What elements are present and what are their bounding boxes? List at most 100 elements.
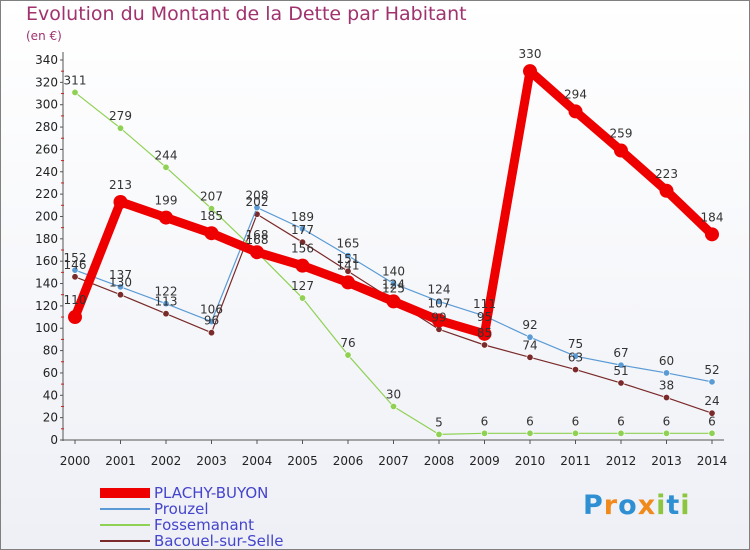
y-tick-label: 40 <box>43 388 58 402</box>
data-label: 140 <box>382 265 405 279</box>
logo-letter: i <box>656 490 667 521</box>
x-tick-label: 2000 <box>60 454 91 468</box>
data-point <box>204 226 219 241</box>
data-point <box>432 313 446 328</box>
data-point <box>162 310 170 318</box>
data-point <box>480 429 488 437</box>
data-label: 151 <box>337 252 360 266</box>
x-tick-label: 2002 <box>151 454 182 468</box>
data-label: 259 <box>610 127 633 141</box>
data-point <box>571 429 579 437</box>
y-tick-label: 120 <box>35 299 58 313</box>
data-point <box>253 204 261 212</box>
data-point <box>117 283 125 291</box>
logo-letter: P <box>583 490 604 521</box>
data-label: 51 <box>613 364 628 378</box>
data-point <box>662 369 670 377</box>
y-tick-label: 200 <box>35 209 58 223</box>
data-label: 107 <box>428 296 451 310</box>
data-point <box>435 430 443 438</box>
data-label: 125 <box>382 281 405 295</box>
data-label: 95 <box>477 310 492 324</box>
y-tick-label: 0 <box>50 433 58 447</box>
data-label: 6 <box>572 414 580 428</box>
data-point <box>341 275 355 290</box>
data-point <box>344 267 352 275</box>
data-label: 113 <box>155 295 178 309</box>
x-tick-label: 2003 <box>196 454 227 468</box>
data-point <box>208 205 216 213</box>
data-label: 60 <box>659 354 674 368</box>
data-label: 141 <box>337 258 360 272</box>
data-label: 6 <box>663 414 671 428</box>
logo-letter: x <box>637 490 657 521</box>
x-tick-label: 2001 <box>105 454 136 468</box>
data-point <box>344 351 352 359</box>
data-label: 223 <box>655 167 678 181</box>
data-point <box>477 326 492 341</box>
legend-label: Bacouel-sur-Selle <box>154 532 283 550</box>
data-label: 127 <box>291 279 314 293</box>
data-point <box>480 341 488 349</box>
data-label: 146 <box>64 258 87 272</box>
data-label: 311 <box>64 73 87 87</box>
x-tick-label: 2014 <box>697 454 728 468</box>
series-fossemanant <box>71 88 716 438</box>
data-label: 74 <box>522 338 537 352</box>
x-tick-label: 2009 <box>469 454 500 468</box>
data-label: 294 <box>564 87 587 101</box>
data-label: 111 <box>473 297 496 311</box>
data-label: 6 <box>617 414 625 428</box>
y-tick-label: 300 <box>35 98 58 112</box>
y-tick-label: 20 <box>43 411 58 425</box>
data-point <box>659 183 674 198</box>
data-point <box>571 366 579 374</box>
x-tick-label: 2012 <box>606 454 637 468</box>
logo-letter: i <box>680 490 691 521</box>
data-label: 110 <box>64 293 87 307</box>
data-label: 130 <box>109 276 132 290</box>
y-tick-label: 140 <box>35 277 58 291</box>
data-point <box>617 361 625 369</box>
legend-label: Fossemanant <box>154 516 254 534</box>
x-tick-label: 2010 <box>515 454 546 468</box>
y-tick-label: 320 <box>35 75 58 89</box>
x-tick-label: 2011 <box>560 454 591 468</box>
data-point <box>705 227 719 242</box>
x-tick-label: 2006 <box>333 454 364 468</box>
x-tick-label: 2008 <box>424 454 455 468</box>
data-label: 24 <box>704 394 719 408</box>
series-bacouel-sur-selle <box>71 210 716 417</box>
data-label: 63 <box>568 351 583 365</box>
data-label: 184 <box>701 210 724 224</box>
data-point <box>117 124 125 132</box>
data-point <box>250 245 264 260</box>
data-label: 122 <box>155 285 178 299</box>
y-tick-label: 80 <box>43 344 58 358</box>
data-label: 208 <box>246 189 269 203</box>
chart-unit-label: (en €) <box>26 29 62 43</box>
data-label: 5 <box>435 415 443 429</box>
data-label: 213 <box>109 178 132 192</box>
logo-letter: o <box>618 490 638 521</box>
data-label: 189 <box>291 210 314 224</box>
data-point <box>568 104 583 119</box>
data-label: 244 <box>155 148 178 162</box>
data-label: 85 <box>477 326 492 340</box>
x-tick-label: 2007 <box>378 454 409 468</box>
data-point <box>295 258 310 273</box>
data-point <box>386 294 401 309</box>
y-tick-label: 100 <box>35 321 58 335</box>
data-point <box>389 402 397 410</box>
data-point <box>117 291 125 299</box>
data-point <box>162 300 170 308</box>
data-label: 185 <box>200 209 223 223</box>
data-point <box>523 64 537 79</box>
series-plachy-buyon <box>68 64 719 341</box>
data-point <box>71 88 79 96</box>
data-point <box>617 429 625 437</box>
data-label: 6 <box>481 414 489 428</box>
axes: 0 20 40 60 80 100 120 140 160 180 200 220 240 260 280 3… <box>35 52 727 468</box>
